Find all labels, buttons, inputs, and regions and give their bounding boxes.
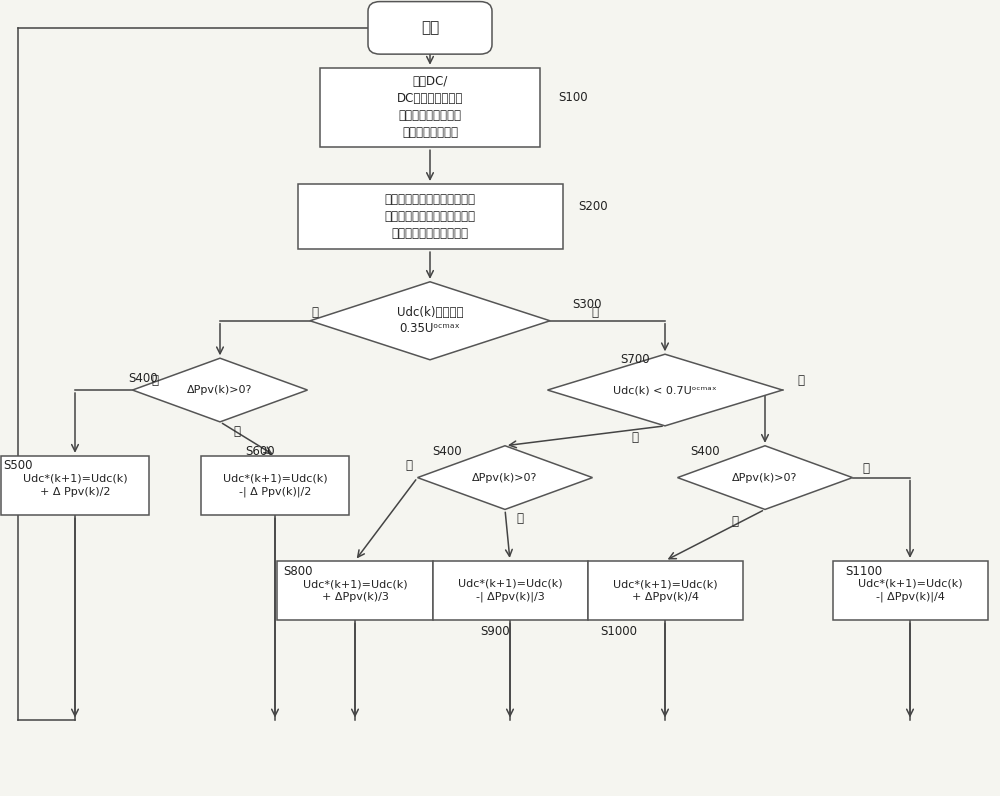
Text: 计算光伏阵列当前输出功率，
以及计算当前输出功率与上一
时刻的输出功率的功率差: 计算光伏阵列当前输出功率， 以及计算当前输出功率与上一 时刻的输出功率的功率差 <box>384 193 476 240</box>
Text: 否: 否 <box>798 374 804 387</box>
Polygon shape <box>132 358 308 422</box>
Polygon shape <box>418 446 592 509</box>
Text: S500: S500 <box>3 459 32 472</box>
Text: S1000: S1000 <box>600 625 637 638</box>
Polygon shape <box>310 282 550 360</box>
Text: S700: S700 <box>620 353 650 366</box>
FancyBboxPatch shape <box>1 455 149 516</box>
Text: Udc(k) < 0.7Uᵒᶜᵐᵃˣ: Udc(k) < 0.7Uᵒᶜᵐᵃˣ <box>613 385 717 395</box>
Text: Udc*(k+1)=Udc(k)
+ ΔPpv(k)/3: Udc*(k+1)=Udc(k) + ΔPpv(k)/3 <box>303 579 407 603</box>
Text: 否: 否 <box>234 425 240 438</box>
Text: Udc*(k+1)=Udc(k)
+ Δ Ppv(k)/2: Udc*(k+1)=Udc(k) + Δ Ppv(k)/2 <box>23 474 127 498</box>
Text: Udc(k)是否小于
0.35Uᵒᶜᵐᵃˣ: Udc(k)是否小于 0.35Uᵒᶜᵐᵃˣ <box>397 306 463 335</box>
FancyBboxPatch shape <box>277 560 432 621</box>
Text: S400: S400 <box>432 445 462 458</box>
Text: S900: S900 <box>480 625 510 638</box>
Text: 获取DC/
DC变换器当前的输
入电流和输入电压、
以及当前输出电压: 获取DC/ DC变换器当前的输 入电流和输入电压、 以及当前输出电压 <box>397 76 463 139</box>
Text: 是: 是 <box>732 515 738 528</box>
FancyBboxPatch shape <box>298 184 562 249</box>
Text: 否: 否 <box>862 462 870 474</box>
Text: 是: 是 <box>152 374 158 387</box>
Text: S400: S400 <box>128 373 158 385</box>
Text: S600: S600 <box>245 445 275 458</box>
FancyBboxPatch shape <box>201 455 349 516</box>
Text: S200: S200 <box>578 201 608 213</box>
Text: ΔPpv(k)>0?: ΔPpv(k)>0? <box>732 473 798 482</box>
Text: 是: 是 <box>312 306 318 319</box>
FancyBboxPatch shape <box>320 68 540 147</box>
Text: S100: S100 <box>558 92 588 104</box>
Text: Udc*(k+1)=Udc(k)
-| ΔPpv(k)|/3: Udc*(k+1)=Udc(k) -| ΔPpv(k)|/3 <box>458 579 562 603</box>
Text: ΔPpv(k)>0?: ΔPpv(k)>0? <box>187 385 253 395</box>
Text: 是: 是 <box>406 459 413 472</box>
Text: S800: S800 <box>283 565 312 578</box>
FancyBboxPatch shape <box>588 560 742 621</box>
FancyBboxPatch shape <box>368 2 492 54</box>
Text: Udc*(k+1)=Udc(k)
+ ΔPpv(k)/4: Udc*(k+1)=Udc(k) + ΔPpv(k)/4 <box>613 579 717 603</box>
Text: 否: 否 <box>516 513 524 525</box>
Polygon shape <box>678 446 852 509</box>
Text: ΔPpv(k)>0?: ΔPpv(k)>0? <box>472 473 538 482</box>
Text: S400: S400 <box>690 445 720 458</box>
Text: S1100: S1100 <box>845 565 882 578</box>
Text: S300: S300 <box>572 298 602 311</box>
Text: 开始: 开始 <box>421 21 439 35</box>
FancyBboxPatch shape <box>432 560 588 621</box>
FancyBboxPatch shape <box>832 560 988 621</box>
Text: Udc*(k+1)=Udc(k)
-| Δ Ppv(k)|/2: Udc*(k+1)=Udc(k) -| Δ Ppv(k)|/2 <box>223 474 327 498</box>
Text: 是: 是 <box>632 431 639 444</box>
Text: 否: 否 <box>592 306 598 319</box>
Polygon shape <box>548 354 782 426</box>
Text: Udc*(k+1)=Udc(k)
-| ΔPpv(k)|/4: Udc*(k+1)=Udc(k) -| ΔPpv(k)|/4 <box>858 579 962 603</box>
